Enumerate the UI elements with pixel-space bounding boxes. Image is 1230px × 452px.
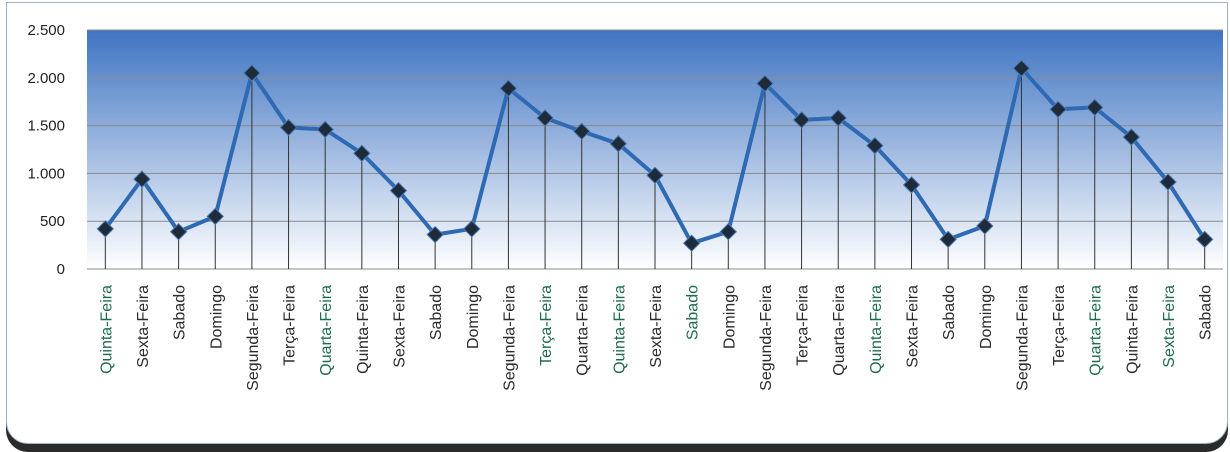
x-tick-label: Domingo <box>721 285 738 349</box>
x-tick-label: Segunda-Feira <box>758 285 775 391</box>
data-point <box>1195 230 1214 249</box>
x-tick-label: Quinta-Feira <box>611 285 628 374</box>
x-tick-label: Terça-Feira <box>795 285 812 366</box>
data-point <box>279 118 298 137</box>
y-tick-label: 500 <box>40 213 65 230</box>
line-chart: 0 500 1.000 1.500 2.000 2.500 Quinta-Feira Sex… <box>27 22 1223 391</box>
data-point <box>1012 59 1031 77</box>
x-tick-label: Quinta-Feira <box>98 285 115 374</box>
x-tick-label: Sexta-Feira <box>1161 285 1178 368</box>
y-tick-label: 2.000 <box>27 70 65 87</box>
x-tick-label: Sexta-Feira <box>905 285 922 368</box>
data-point <box>1159 173 1177 191</box>
data-point <box>682 234 701 252</box>
data-point <box>829 109 847 127</box>
data-point <box>866 136 884 155</box>
data-point <box>389 181 408 200</box>
x-tick-label: Domingo <box>465 285 482 349</box>
x-tick-label: Quinta-Feira <box>355 285 372 374</box>
x-tick-label: Quarta-Feira <box>831 285 848 376</box>
x-tick-label: Quarta-Feira <box>1088 285 1105 376</box>
data-point <box>792 111 811 129</box>
data-point <box>499 79 518 98</box>
x-tick-label: Quinta-Feira <box>868 285 885 374</box>
x-tick-label: Terça-Feira <box>1051 285 1068 366</box>
x-tick-label: Sabado <box>941 285 958 340</box>
y-axis-labels: 0 500 1.000 1.500 2.000 2.500 <box>27 22 65 278</box>
y-tick-label: 2.500 <box>27 22 65 39</box>
chart-frame: 0 500 1.000 1.500 2.000 2.500 Quinta-Feira Sex… <box>6 2 1228 444</box>
data-point <box>353 144 371 163</box>
x-tick-label: Quinta-Feira <box>1124 285 1141 374</box>
x-tick-label: Segunda-Feira <box>501 285 518 391</box>
x-tick-label: Quarta-Feira <box>318 285 335 376</box>
data-point <box>756 74 774 93</box>
y-tick-label: 0 <box>57 261 65 278</box>
x-tick-label: Sabado <box>172 285 189 340</box>
data-point <box>169 223 188 241</box>
data-point <box>1049 100 1067 119</box>
data-point <box>536 109 554 127</box>
x-tick-label: Sabado <box>1198 285 1215 340</box>
data-point <box>133 170 151 188</box>
x-tick-label: Terça-Feira <box>282 285 299 366</box>
x-tick-label: Sexta-Feira <box>391 285 408 368</box>
data-point <box>1086 98 1104 117</box>
x-axis-labels: Quinta-Feira Sexta-Feira Sabado Domingo Segu… <box>98 285 1214 391</box>
x-tick-label: Domingo <box>978 285 995 349</box>
data-point <box>646 166 664 185</box>
data-point <box>463 220 481 238</box>
data-point <box>1122 128 1141 146</box>
x-tick-label: Domingo <box>208 285 225 349</box>
data-point <box>939 230 957 249</box>
data-point <box>243 64 261 82</box>
data-point <box>316 120 334 139</box>
data-point <box>96 220 115 238</box>
x-tick-label: Terça-Feira <box>538 285 555 366</box>
x-tick-label: Sexta-Feira <box>648 285 665 368</box>
x-tick-label: Sabado <box>685 285 702 340</box>
x-tick-label: Segunda-Feira <box>245 285 262 391</box>
data-points <box>96 59 1214 252</box>
x-tick-label: Quarta-Feira <box>575 285 592 376</box>
data-point <box>426 225 444 244</box>
x-tick-label: Sexta-Feira <box>135 285 152 368</box>
x-tick-label: Segunda-Feira <box>1014 285 1031 391</box>
data-point <box>976 217 994 235</box>
data-point <box>609 135 628 153</box>
data-point <box>902 176 921 194</box>
x-tick-label: Sabado <box>428 285 445 340</box>
data-point <box>719 223 737 241</box>
y-tick-label: 1.000 <box>27 165 65 182</box>
y-tick-label: 1.500 <box>27 118 65 135</box>
data-point <box>573 122 591 141</box>
data-point <box>206 207 224 226</box>
